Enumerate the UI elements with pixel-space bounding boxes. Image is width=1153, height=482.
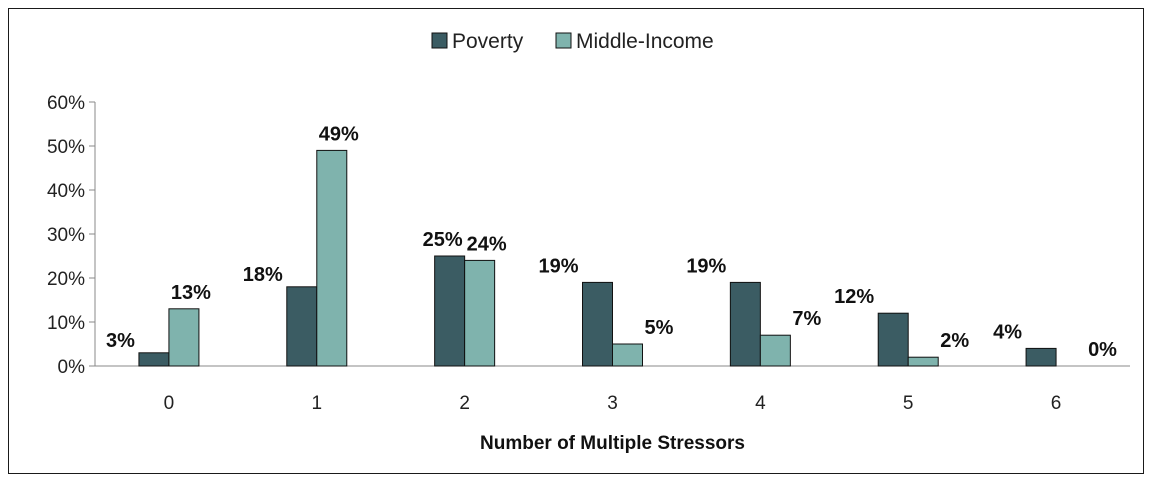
data-label: 2% xyxy=(940,330,969,352)
legend-label: Middle-Income xyxy=(576,30,714,53)
y-tick-label: 0% xyxy=(58,357,86,378)
data-label: 24% xyxy=(467,233,507,255)
data-label: 19% xyxy=(686,255,726,277)
bar-poverty xyxy=(582,281,613,367)
y-tick-label: 40% xyxy=(47,181,85,202)
bar-poverty xyxy=(1025,347,1057,367)
x-tick-label: 2 xyxy=(459,393,470,414)
x-axis-title: Number of Multiple Stressors xyxy=(480,433,745,454)
bar-middle-income xyxy=(612,343,643,367)
y-tick-label: 30% xyxy=(47,225,85,246)
data-label: 49% xyxy=(319,123,359,145)
x-tick-label: 6 xyxy=(1051,393,1062,414)
y-tick-label: 10% xyxy=(47,313,85,334)
chart-frame xyxy=(8,8,1144,474)
x-tick-label: 0 xyxy=(164,393,175,414)
x-tick-label: 3 xyxy=(607,393,618,414)
x-tick-label: 5 xyxy=(903,393,914,414)
data-label: 0% xyxy=(1088,339,1117,361)
legend-swatch-poverty xyxy=(431,32,448,49)
bar-poverty xyxy=(877,312,909,367)
data-label: 4% xyxy=(993,321,1022,343)
bar-middle-income xyxy=(464,259,496,367)
data-label: 13% xyxy=(171,282,211,304)
bar-poverty xyxy=(286,286,318,367)
data-label: 25% xyxy=(423,229,463,251)
legend-swatch-middle-income xyxy=(555,32,572,49)
y-tick-label: 50% xyxy=(47,137,85,158)
x-tick-label: 4 xyxy=(755,393,766,414)
y-tick-label: 60% xyxy=(47,93,85,114)
y-tick-label: 20% xyxy=(47,269,85,290)
x-tick-label: 1 xyxy=(311,393,322,414)
bar-poverty xyxy=(729,281,761,367)
bar-middle-income xyxy=(907,356,939,367)
data-label: 7% xyxy=(792,308,821,330)
bar-middle-income xyxy=(168,308,200,367)
bar-poverty xyxy=(138,352,170,367)
bar-poverty xyxy=(434,255,466,367)
data-label: 12% xyxy=(834,286,874,308)
legend-label: Poverty xyxy=(452,30,524,53)
bar-middle-income xyxy=(316,149,348,367)
bar-middle-income xyxy=(759,334,791,367)
data-label: 3% xyxy=(106,330,135,352)
data-label: 5% xyxy=(645,317,674,339)
data-label: 19% xyxy=(538,255,578,277)
data-label: 18% xyxy=(243,264,283,286)
